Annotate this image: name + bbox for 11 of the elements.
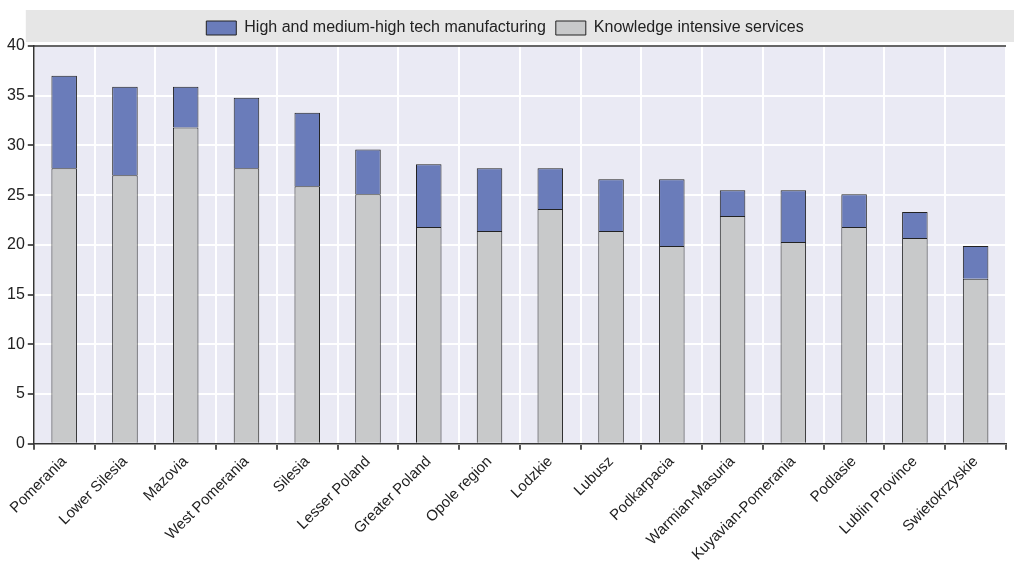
legend-label: High and medium-high tech manufacturing bbox=[244, 18, 546, 36]
y-tick-label: 40 bbox=[7, 36, 25, 54]
y-tick-label: 10 bbox=[7, 334, 25, 352]
y-tick-label: 15 bbox=[7, 285, 25, 303]
y-tick-label: 5 bbox=[15, 384, 25, 402]
y-tick-label: 0 bbox=[15, 434, 25, 452]
y-tick-label: 30 bbox=[7, 135, 25, 153]
legend-label: Knowledge intensive services bbox=[593, 18, 804, 36]
y-tick-label: 25 bbox=[7, 185, 25, 203]
y-tick-label: 20 bbox=[7, 235, 25, 253]
y-tick-label: 35 bbox=[7, 86, 25, 104]
